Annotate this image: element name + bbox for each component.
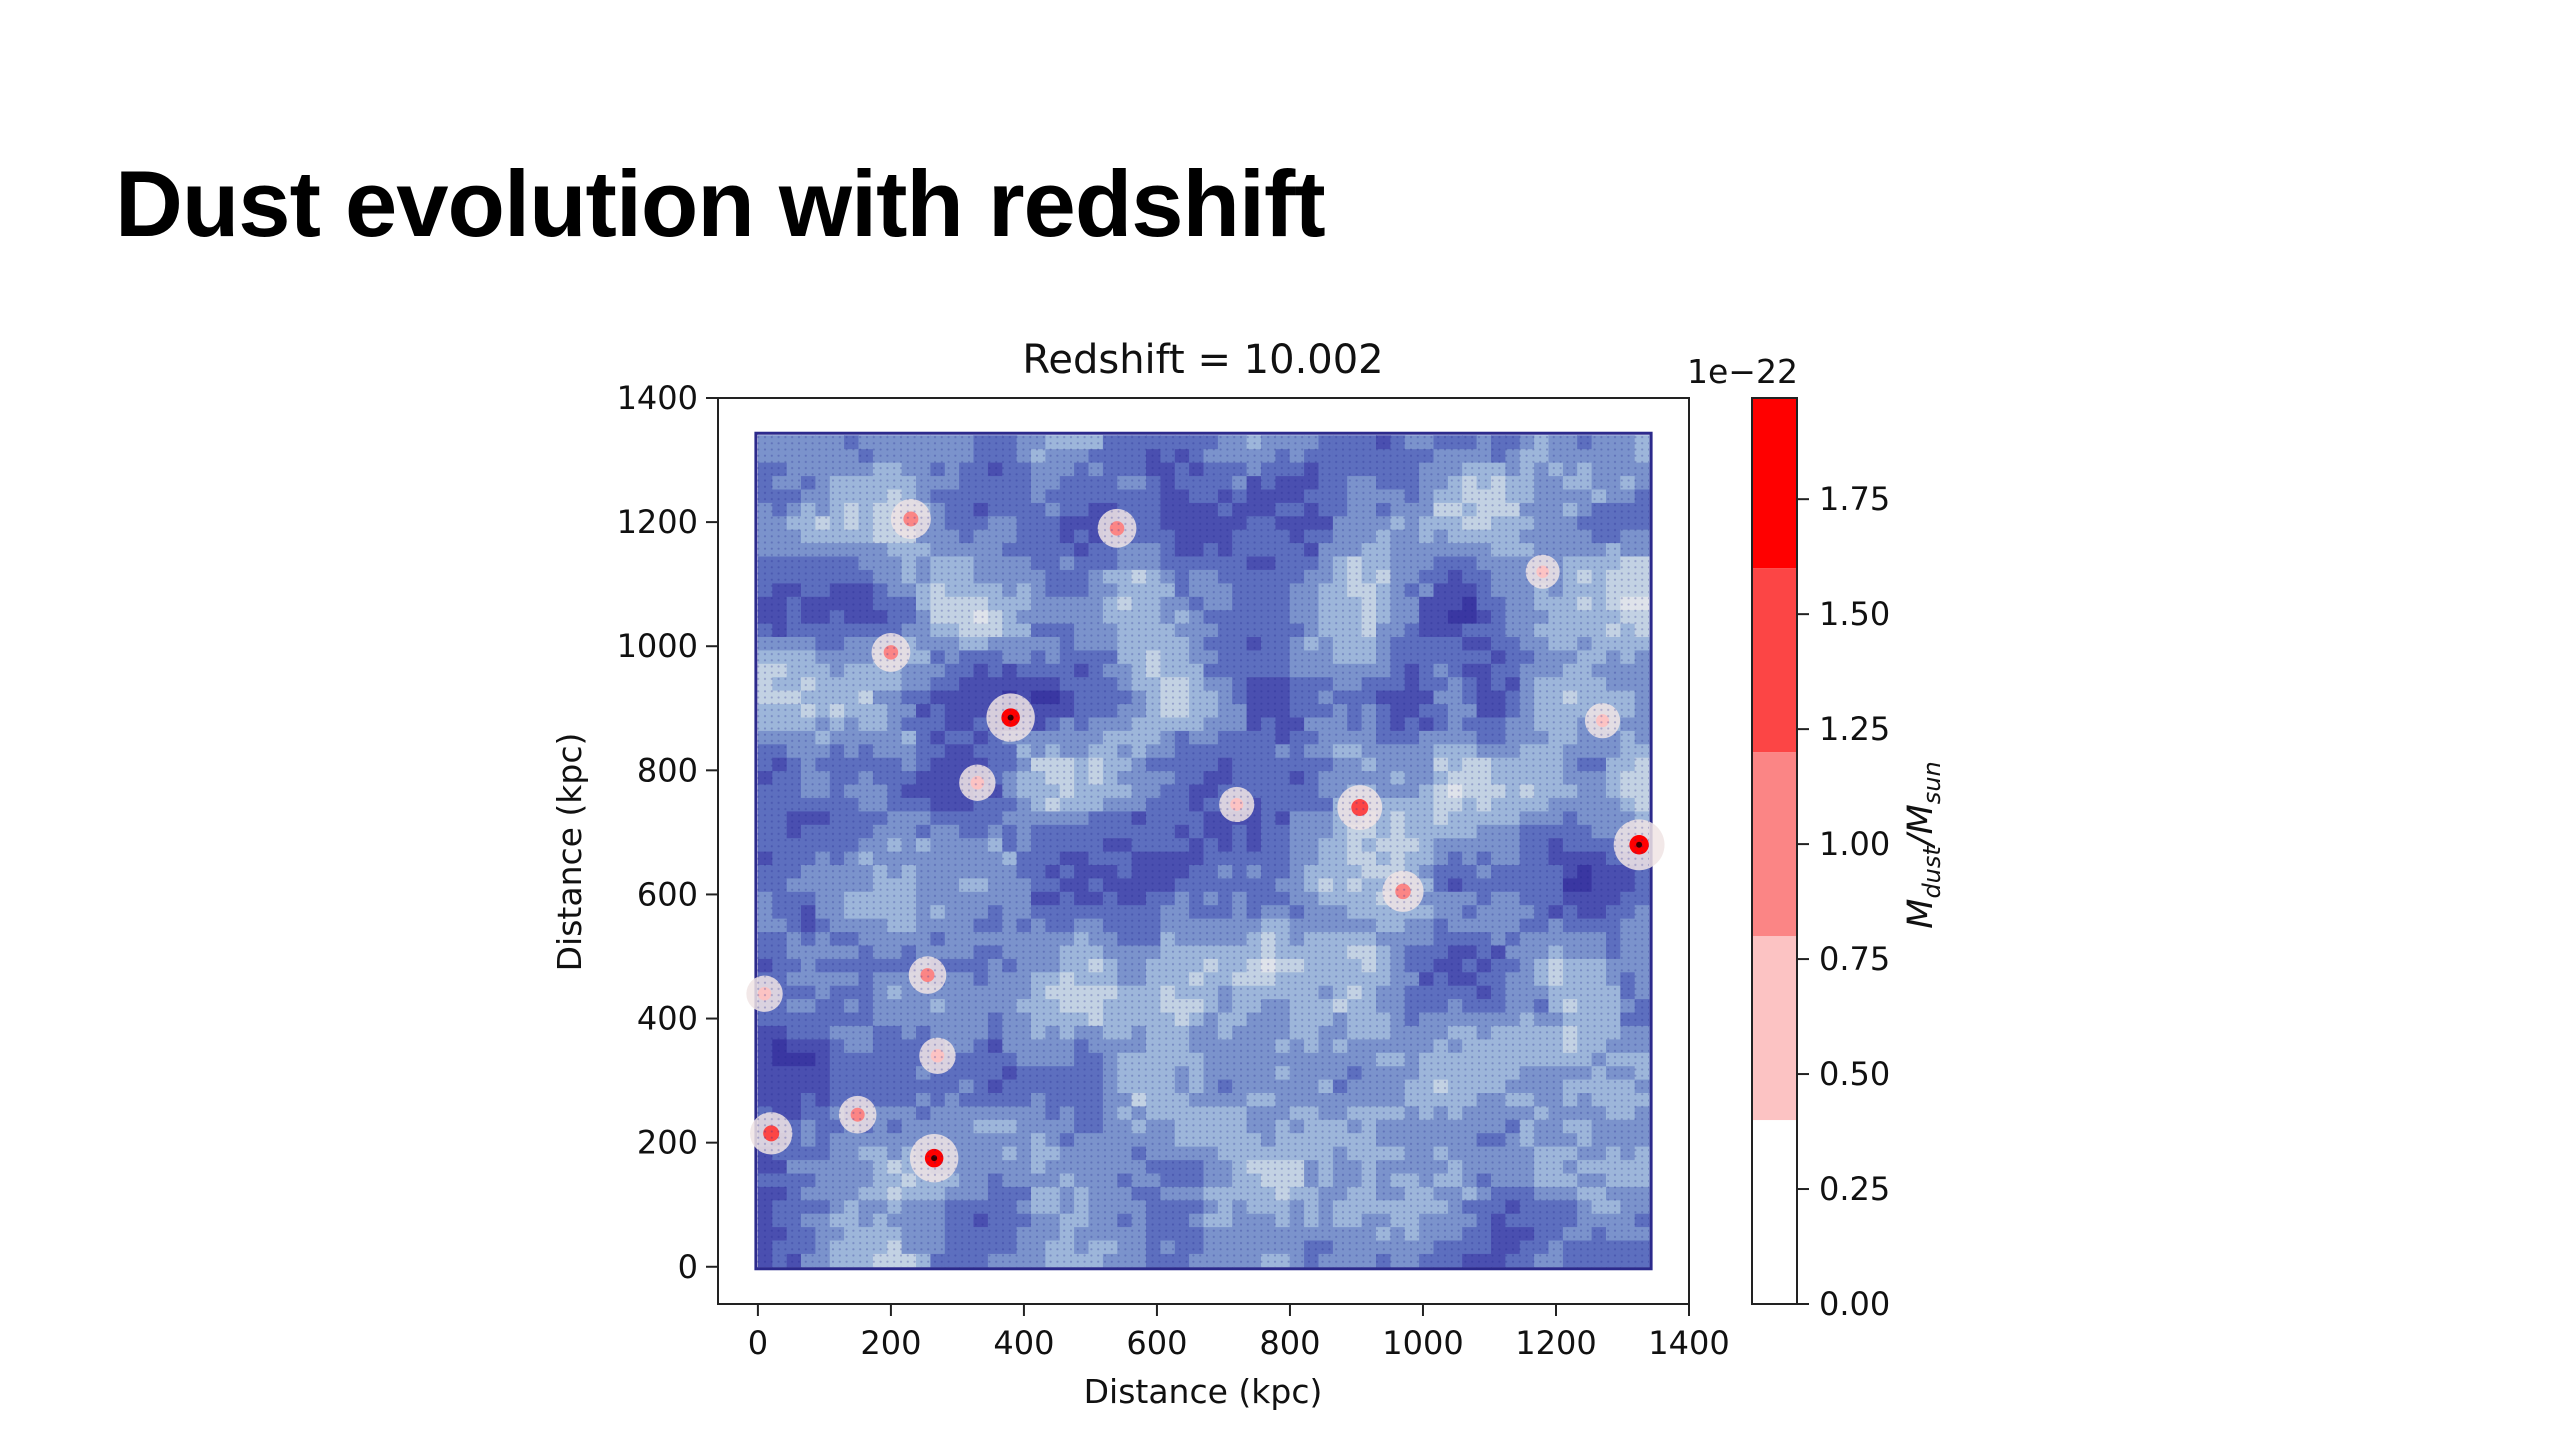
y-axis: 0 200 400 600 800 1000 1200 1400	[617, 379, 718, 1286]
y-tick-label: 1000	[617, 627, 698, 665]
x-tick-label: 0	[748, 1324, 768, 1362]
x-tick-label: 600	[1126, 1324, 1187, 1362]
colorbar-level	[1752, 752, 1797, 937]
colorbar-tick-label: 0.25	[1819, 1170, 1890, 1208]
x-tick-label: 1400	[1648, 1324, 1729, 1362]
x-tick-label: 200	[860, 1324, 921, 1362]
colorbar-level	[1752, 398, 1797, 569]
plot-frame	[717, 397, 1690, 1305]
colorbar-tick-label: 1.00	[1819, 825, 1890, 863]
x-tick-label: 1200	[1515, 1324, 1596, 1362]
y-axis-label: Distance (kpc)	[550, 733, 589, 972]
colorbar-frame	[1751, 397, 1798, 1305]
colorbar-tick-label: 0.75	[1819, 940, 1890, 978]
colorbar-label: Mdust/Msun	[1901, 761, 1946, 929]
colorbar-tick-label: 0.00	[1819, 1285, 1890, 1323]
x-tick-label: 800	[1259, 1324, 1320, 1362]
colorbar-tick-label: 0.50	[1819, 1055, 1890, 1093]
colorbar-level	[1752, 936, 1797, 1121]
colorbar-tick-label: 1.25	[1819, 710, 1890, 748]
x-tick-label: 1000	[1382, 1324, 1463, 1362]
y-tick-label: 400	[637, 1000, 698, 1038]
colorbar-level	[1752, 1120, 1797, 1304]
x-tick-label: 400	[993, 1324, 1054, 1362]
colorbar-level	[1752, 568, 1797, 753]
x-axis: 0 200 400 600 800 1000 1200 1400	[748, 1304, 1730, 1362]
colorbar-tick-label: 1.50	[1819, 595, 1890, 633]
x-axis-label: Distance (kpc)	[1084, 1372, 1323, 1411]
y-tick-label: 0	[678, 1248, 698, 1286]
y-tick-label: 200	[637, 1124, 698, 1162]
y-tick-label: 600	[637, 875, 698, 913]
colorbar-offset-text: 1e−22	[1687, 352, 1798, 391]
chart-title: Redshift = 10.002	[1022, 337, 1383, 383]
y-tick-label: 1400	[617, 379, 698, 417]
particle-grid-overlay	[757, 435, 1649, 1267]
y-tick-label: 1200	[617, 503, 698, 541]
colorbar-tick-label: 1.75	[1819, 480, 1890, 518]
colorbar: 0.00 0.25 0.50 0.75 1.00 1.25 1.50 1.75	[1751, 397, 1890, 1323]
slide-title: Dust evolution with redshift	[115, 151, 1326, 256]
y-tick-label: 800	[637, 751, 698, 789]
plot-area	[746, 431, 1665, 1271]
